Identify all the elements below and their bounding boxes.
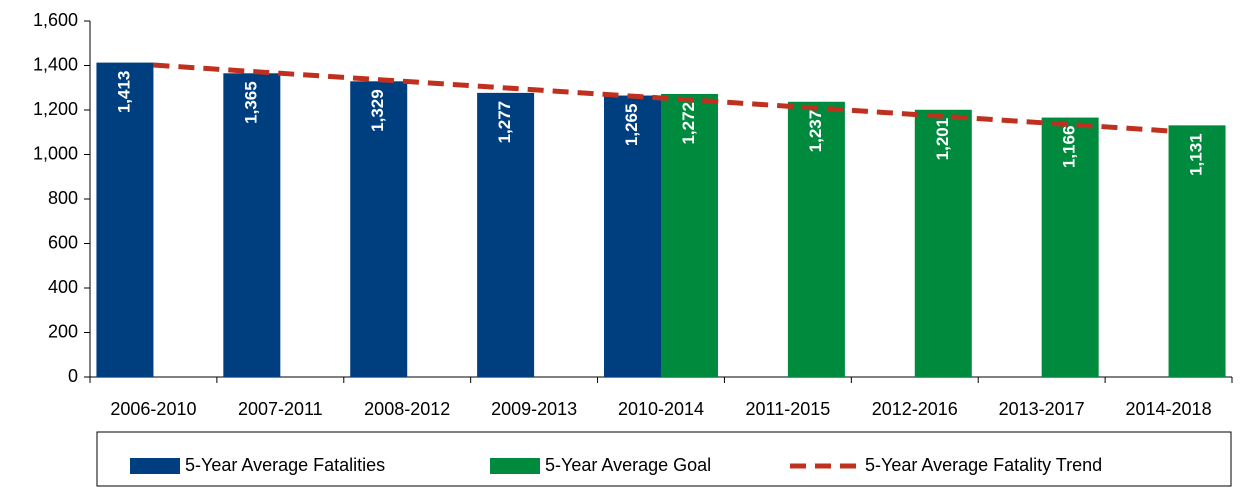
bar — [787, 101, 845, 377]
value-label: 1,413 — [114, 71, 133, 114]
value-label: 1,277 — [495, 101, 514, 144]
legend-label: 5-Year Average Fatality Trend — [865, 455, 1102, 475]
x-tick-label: 2012-2016 — [872, 399, 958, 419]
legend-swatch — [130, 458, 180, 474]
y-tick-label: 1,600 — [33, 10, 78, 30]
y-tick-label: 400 — [48, 277, 78, 297]
legend-box — [96, 431, 1232, 487]
legend-swatch — [490, 458, 540, 474]
bar — [223, 73, 281, 377]
x-tick-label: 2010-2014 — [618, 399, 704, 419]
bar — [1168, 125, 1226, 377]
bar — [604, 95, 661, 377]
value-label: 1,272 — [679, 102, 698, 145]
bar — [661, 93, 718, 377]
x-tick-label: 2011-2015 — [746, 399, 831, 419]
value-label: 1,237 — [806, 110, 825, 153]
value-label: 1,201 — [933, 118, 952, 161]
y-tick-label: 200 — [48, 321, 78, 341]
value-label: 1,166 — [1060, 126, 1079, 169]
x-tick-label: 2013-2017 — [999, 399, 1085, 419]
bar — [350, 81, 408, 378]
y-tick-label: 0 — [68, 366, 78, 386]
legend-label: 5-Year Average Goal — [545, 455, 711, 475]
bar — [914, 109, 972, 377]
legend-label: 5-Year Average Fatalities — [185, 455, 385, 475]
bar — [96, 62, 154, 378]
trend-line — [153, 62, 1169, 134]
x-tick-label: 2007-2011 — [238, 399, 323, 419]
value-label: 1,265 — [622, 104, 641, 147]
x-tick-label: 2009-2013 — [491, 399, 577, 419]
value-label: 1,365 — [241, 81, 260, 124]
y-tick-label: 1,000 — [33, 143, 78, 163]
value-label: 1,329 — [368, 89, 387, 132]
x-tick-label: 2014-2018 — [1126, 399, 1212, 419]
bar — [1041, 117, 1099, 377]
bar — [477, 92, 535, 378]
value-label: 1,131 — [1187, 133, 1206, 176]
y-tick-label: 1,400 — [33, 54, 78, 74]
y-tick-label: 800 — [48, 188, 78, 208]
y-tick-label: 600 — [48, 232, 78, 252]
x-tick-label: 2008-2012 — [364, 399, 450, 419]
y-tick-label: 1,200 — [33, 99, 78, 119]
x-tick-label: 2006-2010 — [110, 399, 196, 419]
